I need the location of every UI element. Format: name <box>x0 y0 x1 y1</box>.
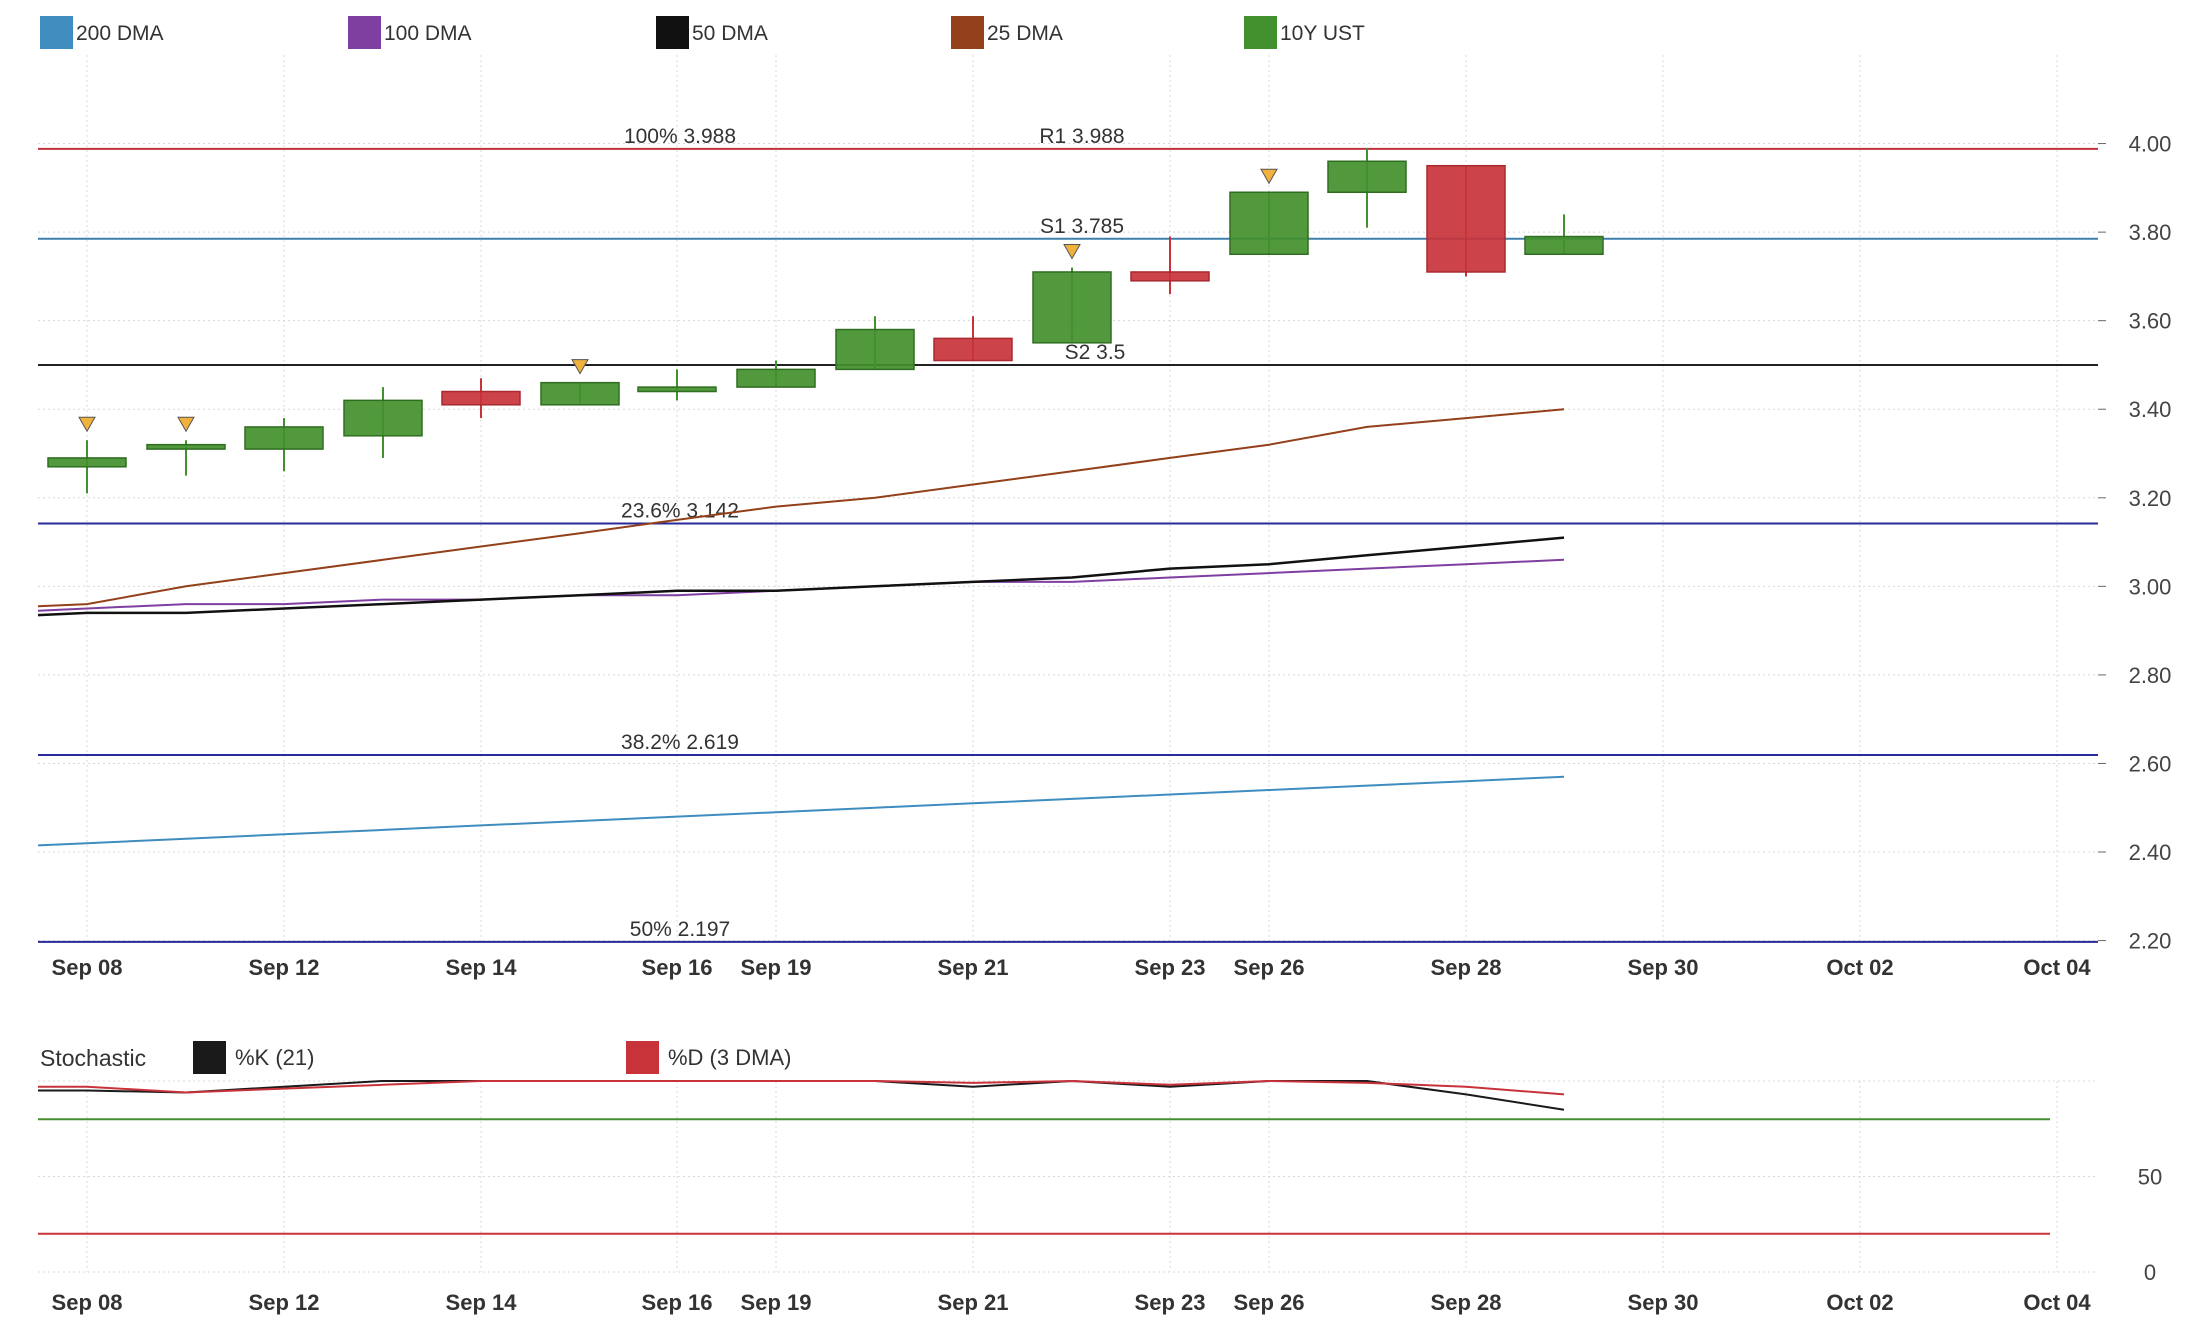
candle-body <box>1426 164 1506 273</box>
legend-swatch[interactable] <box>348 16 381 49</box>
stochastic-k-line <box>38 1079 1565 1111</box>
legend-swatch[interactable] <box>656 16 689 49</box>
ma-line-100-dma <box>37 558 1565 612</box>
level-label: S1 3.785 <box>1040 215 1124 238</box>
y-tick-label: 3.20 <box>2129 486 2172 511</box>
moving-average-lines <box>37 408 1565 847</box>
candle-body <box>540 381 620 406</box>
x-tick-label: Sep 23 <box>1135 1290 1206 1315</box>
level-label: 100% 3.988 <box>624 125 736 148</box>
main-legend[interactable]: 200 DMA 100 DMA 50 DMA 25 DMA 10Y UST <box>40 16 1365 49</box>
y-tick-label: 2.80 <box>2129 663 2172 688</box>
legend-label: %D (3 DMA) <box>668 1045 791 1070</box>
level-label: 38.2% 2.619 <box>621 731 739 754</box>
x-tick-label: Sep 19 <box>741 1290 812 1315</box>
legend-label: 200 DMA <box>76 22 164 45</box>
x-tick-label: Sep 08 <box>52 1290 123 1315</box>
x-tick-label: Oct 02 <box>1826 1290 1893 1315</box>
x-tick-label: Sep 12 <box>249 955 320 980</box>
level-lines: 100% 3.988 R1 3.988 S1 3.785 S2 3.5 23.6% 3.… <box>38 125 2098 943</box>
x-tick-label: Oct 02 <box>1826 955 1893 980</box>
candle-body <box>736 368 816 388</box>
x-tick-label: Sep 26 <box>1234 955 1305 980</box>
x-tick-label: Sep 08 <box>52 955 123 980</box>
y-tick-label: 3.00 <box>2129 574 2172 599</box>
signal-marker-icon <box>177 416 195 433</box>
candle-body <box>146 443 226 450</box>
x-tick-label: Sep 21 <box>938 955 1009 980</box>
candle-body <box>1032 271 1112 344</box>
y-tick-label: 50 <box>2138 1165 2162 1190</box>
main-y-axis: 2.20 2.40 2.60 2.80 3.00 3.20 3.40 3.60 3.80 4.00 <box>2098 132 2171 954</box>
signal-marker-icon <box>78 416 96 433</box>
legend-swatch[interactable] <box>626 1041 659 1074</box>
candle-body <box>1130 271 1210 282</box>
ma-line-50-dma <box>37 536 1565 617</box>
candle-body <box>835 328 915 371</box>
y-tick-label: 4.00 <box>2129 132 2172 157</box>
candle-body <box>933 337 1013 362</box>
x-tick-label: Oct 04 <box>2023 955 2091 980</box>
x-tick-label: Sep 28 <box>1431 955 1502 980</box>
stochastic-y-axis: 0 50 <box>2138 1165 2162 1286</box>
candle-body <box>1327 160 1407 194</box>
legend-swatch[interactable] <box>951 16 984 49</box>
level-label: S2 3.5 <box>1065 341 1126 364</box>
level-label: R1 3.988 <box>1039 125 1124 148</box>
x-tick-label: Sep 30 <box>1628 955 1699 980</box>
stochastic-x-axis: Sep 08 Sep 12 Sep 14 Sep 16 Sep 19 Sep 21 Sep … <box>52 1290 2092 1315</box>
signal-marker-icon <box>1260 168 1278 185</box>
candle-body <box>1229 191 1309 256</box>
signal-marker-icon <box>571 359 589 375</box>
main-grid <box>38 55 2098 945</box>
legend-swatch[interactable] <box>193 1041 226 1074</box>
y-tick-label: 3.40 <box>2129 397 2172 422</box>
x-tick-label: Sep 14 <box>446 955 518 980</box>
legend-swatch[interactable] <box>1244 16 1277 49</box>
stochastic-title: Stochastic <box>40 1045 146 1071</box>
stochastic-lines <box>38 1079 1565 1111</box>
ma-line-200-dma <box>37 775 1565 847</box>
main-x-axis: Sep 08 Sep 12 Sep 14 Sep 16 Sep 19 Sep 21 Sep … <box>52 955 2092 980</box>
signal-marker-icon <box>1063 244 1081 260</box>
x-tick-label: Oct 04 <box>2023 1290 2091 1315</box>
x-tick-label: Sep 14 <box>446 1290 518 1315</box>
candles <box>47 147 1604 494</box>
y-tick-label: 2.60 <box>2129 751 2172 776</box>
y-tick-label: 0 <box>2144 1260 2156 1285</box>
y-tick-label: 2.40 <box>2129 840 2172 865</box>
x-tick-label: Sep 16 <box>642 955 713 980</box>
x-tick-label: Sep 19 <box>741 955 812 980</box>
x-tick-label: Sep 21 <box>938 1290 1009 1315</box>
x-tick-label: Sep 23 <box>1135 955 1206 980</box>
legend-label: 25 DMA <box>987 22 1063 45</box>
candle-body <box>1524 235 1604 256</box>
x-tick-label: Sep 26 <box>1234 1290 1305 1315</box>
y-tick-label: 3.80 <box>2129 220 2172 245</box>
y-tick-label: 3.60 <box>2129 309 2172 334</box>
x-tick-label: Sep 30 <box>1628 1290 1699 1315</box>
candle-body <box>637 386 717 393</box>
candle-body <box>47 457 127 468</box>
x-tick-label: Sep 28 <box>1431 1290 1502 1315</box>
legend-label: 50 DMA <box>692 22 768 45</box>
stochastic-d-line <box>38 1079 1565 1096</box>
candle-body <box>244 426 324 450</box>
legend-label: 100 DMA <box>384 22 472 45</box>
candle-body <box>441 390 521 406</box>
ma-line-25-dma <box>37 408 1565 608</box>
legend-swatch[interactable] <box>40 16 73 49</box>
level-label: 23.6% 3.142 <box>621 499 739 522</box>
stochastic-legend[interactable]: Stochastic %K (21) %D (3 DMA) <box>40 1041 791 1074</box>
level-label: 50% 2.197 <box>630 918 730 941</box>
x-tick-label: Sep 16 <box>642 1290 713 1315</box>
legend-label: %K (21) <box>235 1045 314 1070</box>
y-tick-label: 2.20 <box>2129 929 2172 954</box>
candle-body <box>343 399 423 437</box>
legend-label: 10Y UST <box>1280 22 1365 45</box>
stochastic-grid <box>38 1080 2098 1273</box>
x-tick-label: Sep 12 <box>249 1290 320 1315</box>
